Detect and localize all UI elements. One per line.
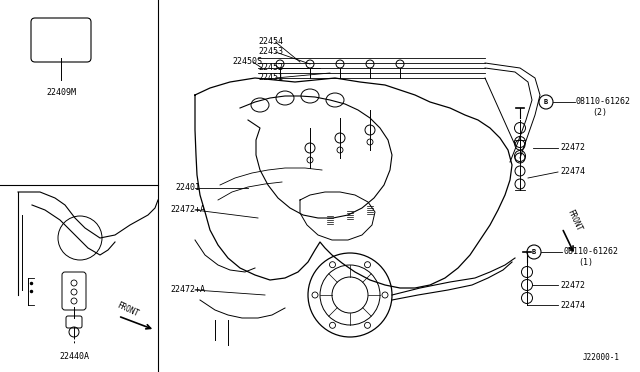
Text: 22409M: 22409M (46, 88, 76, 97)
Text: FRONT: FRONT (565, 208, 583, 232)
Text: 22453: 22453 (258, 48, 283, 57)
Text: (2): (2) (592, 108, 607, 116)
Text: 22474: 22474 (560, 301, 585, 310)
Text: B: B (532, 249, 536, 255)
Text: 22472+A: 22472+A (170, 205, 205, 215)
Text: 22474: 22474 (560, 167, 585, 176)
Text: 22452: 22452 (258, 64, 283, 73)
Text: 22472+A: 22472+A (170, 285, 205, 295)
Text: 08110-61262: 08110-61262 (576, 97, 631, 106)
Text: 22454: 22454 (258, 38, 283, 46)
Text: 08110-61262: 08110-61262 (563, 247, 618, 257)
Text: 22450S: 22450S (232, 58, 262, 67)
Text: FRONT: FRONT (115, 301, 140, 319)
Text: 22401: 22401 (175, 183, 200, 192)
Text: B: B (544, 99, 548, 105)
Text: 22440A: 22440A (59, 352, 89, 361)
Text: 22472: 22472 (560, 144, 585, 153)
Text: 22472: 22472 (560, 280, 585, 289)
Text: 22451: 22451 (258, 74, 283, 83)
Text: J22000-1: J22000-1 (583, 353, 620, 362)
Text: (1): (1) (578, 257, 593, 266)
